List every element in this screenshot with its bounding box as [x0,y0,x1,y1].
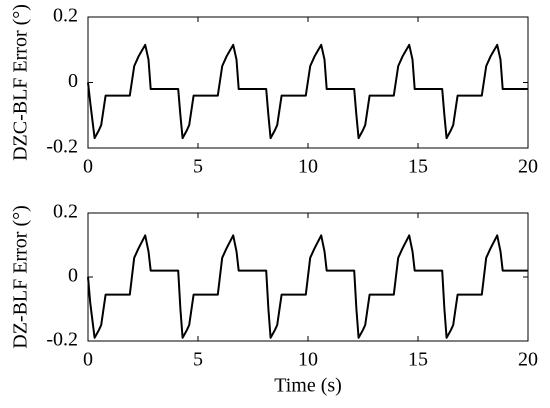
data-line [87,234,528,339]
x-tick-label: 15 [408,349,428,371]
y-axis-label: DZ-BLF Error (°) [10,205,32,349]
x-tick-label: 10 [298,349,318,371]
x-axis-label: Time (s) [274,375,342,397]
x-tick-label: 10 [298,156,318,178]
x-tick-label: 5 [193,349,203,371]
x-tick-label: 0 [83,349,93,371]
y-tick-label: 0.2 [53,201,78,223]
x-tick-label: 0 [83,156,93,178]
x-tick-label: 5 [193,156,203,178]
y-tick-label: 0 [68,265,78,287]
y-axis-label: DZC-BLF Error (°) [10,4,32,161]
y-tick-label: -0.2 [46,136,78,158]
data-line [87,43,528,140]
x-tick-label: 20 [518,156,538,178]
x-tick-label: 20 [518,349,538,371]
x-tick-label: 15 [408,156,428,178]
y-tick-label: 0.2 [53,5,78,27]
y-tick-label: -0.2 [46,329,78,351]
y-tick-label: 0 [68,70,78,92]
